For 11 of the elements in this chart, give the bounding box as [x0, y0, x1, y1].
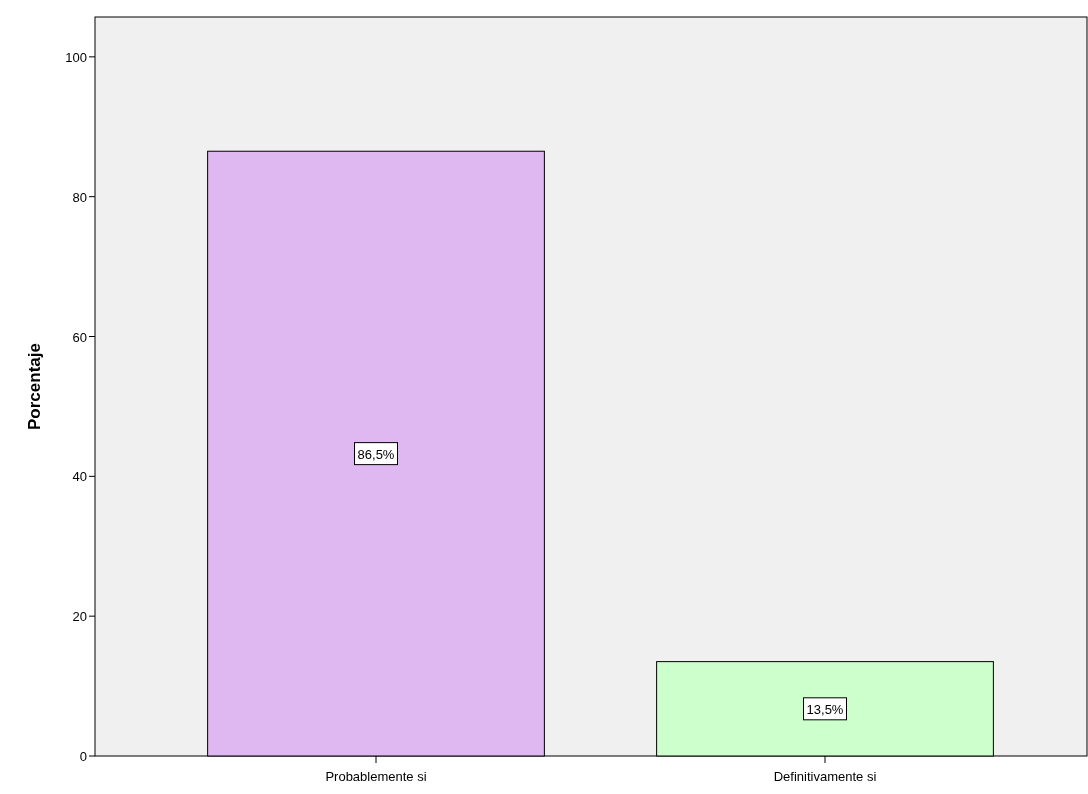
x-tick-label: Probablemente si	[325, 769, 427, 784]
data-label: 86,5%	[357, 446, 395, 462]
y-tick-label: 0	[79, 749, 87, 764]
y-tick-label: 100	[65, 49, 87, 65]
y-tick-label: 20	[72, 609, 87, 625]
y-tick-label: 60	[72, 329, 87, 345]
data-label: 13,5%	[806, 701, 844, 717]
y-tick-label: 80	[72, 189, 87, 205]
y-axis-title: Porcentaje	[25, 343, 44, 430]
x-tick-label: Definitivamente si	[773, 769, 877, 784]
y-tick-label: 40	[72, 469, 87, 485]
